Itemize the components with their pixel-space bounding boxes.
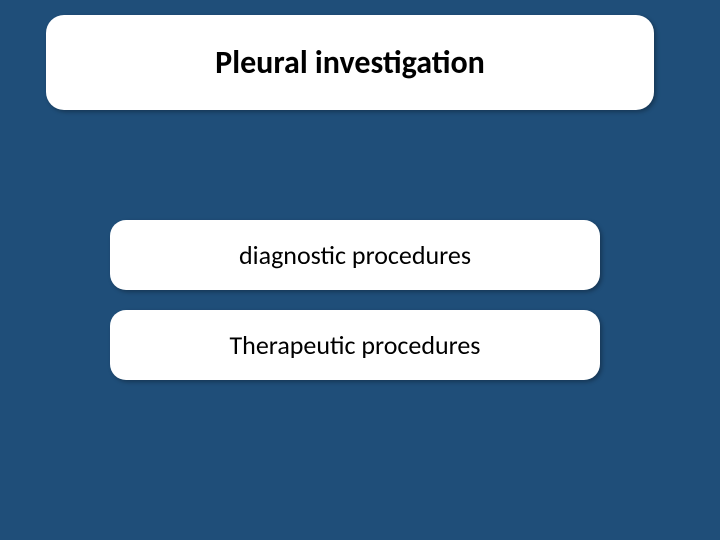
title-panel: Pleural investigation xyxy=(46,15,654,110)
therapeutic-panel: Therapeutic procedures xyxy=(110,310,600,380)
slide-container: Pleural investigation diagnostic procedu… xyxy=(0,0,720,540)
title-text: Pleural investigation xyxy=(215,43,485,82)
therapeutic-text: Therapeutic procedures xyxy=(230,329,481,361)
diagnostic-panel: diagnostic procedures xyxy=(110,220,600,290)
diagnostic-text: diagnostic procedures xyxy=(239,239,471,271)
